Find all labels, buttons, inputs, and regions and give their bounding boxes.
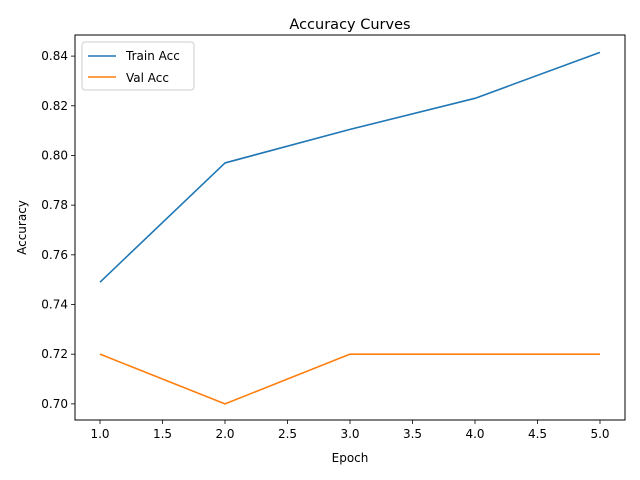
x-tick-label: 1.5	[153, 427, 172, 441]
legend-box	[81, 41, 195, 91]
y-axis-label: Accuracy	[15, 200, 29, 255]
x-tick-label: 1.0	[90, 427, 109, 441]
legend-label-train-acc: Train Acc	[125, 49, 180, 63]
x-tick-label: 3.5	[403, 427, 422, 441]
x-tick-label: 5.0	[590, 427, 609, 441]
y-tick-label: 0.84	[41, 49, 68, 63]
plot-area-frame	[74, 34, 626, 421]
chart-title: Accuracy Curves	[289, 17, 410, 33]
y-tick-label: 0.78	[41, 198, 68, 212]
y-tick-label: 0.82	[41, 99, 68, 113]
y-tick-label: 0.70	[41, 397, 68, 411]
x-axis-label: Epoch	[332, 451, 369, 465]
series-line-val-acc	[99, 353, 600, 405]
series-layer	[99, 51, 601, 405]
legend: Train Acc Val Acc	[81, 41, 195, 91]
y-tick-label: 0.72	[41, 347, 68, 361]
y-tick-label: 0.76	[41, 248, 68, 262]
ticks-layer: 1.0 1.5 2.0 2.5 3.0 3.5 4.0 4.5 5.0 0.70 0.72 0.74 0…	[41, 49, 609, 441]
y-tick-label: 0.80	[41, 148, 68, 162]
x-tick-label: 4.0	[465, 427, 484, 441]
x-tick-label: 2.0	[215, 427, 234, 441]
x-tick-label: 4.5	[528, 427, 547, 441]
legend-label-val-acc: Val Acc	[126, 71, 169, 85]
x-tick-label: 3.0	[340, 427, 359, 441]
x-tick-label: 2.5	[278, 427, 297, 441]
y-tick-label: 0.74	[41, 298, 68, 312]
